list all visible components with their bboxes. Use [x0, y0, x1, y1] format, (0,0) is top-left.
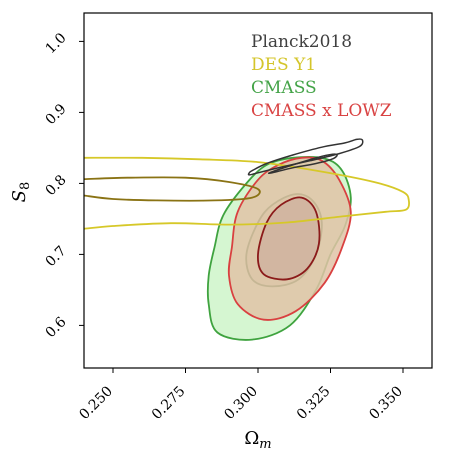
series-cmass-x-lowz [227, 156, 352, 321]
legend-entry: Planck2018 [251, 32, 352, 52]
x-tick-label: 0.250 [76, 383, 116, 423]
y-axis: 0.6 0.7 0.8 0.9 1.0 [43, 30, 84, 341]
des-y1-contour-outer [84, 156, 411, 230]
x-tick-label: 0.300 [221, 383, 261, 423]
series-planck2018 [247, 138, 364, 176]
y-tick-label: 0.8 [43, 172, 70, 199]
x-tick-label: 0.275 [149, 383, 189, 423]
legend-entry: DES Y1 [251, 55, 316, 75]
contour-layer [84, 138, 411, 341]
y-tick-label: 0.7 [43, 243, 70, 270]
legend-entry: CMASS [251, 78, 317, 98]
legend: Planck2018 DES Y1 CMASS CMASS x LOWZ [251, 32, 392, 121]
x-tick-label: 0.325 [294, 383, 334, 423]
series-des-y1 [84, 156, 411, 230]
y-axis-label: S8 [9, 182, 33, 203]
y-tick-label: 0.6 [43, 314, 70, 341]
cmass-x-lowz-contour-inner [257, 196, 321, 281]
legend-entry: CMASS x LOWZ [251, 101, 392, 121]
x-axis-label: Ωm [244, 428, 271, 452]
planck2018-contour-outer [247, 138, 364, 176]
y-tick-label: 1.0 [43, 30, 70, 57]
des-y1-contour-inner [84, 176, 261, 202]
planck2018-contour-inner [267, 153, 338, 175]
x-tick-label: 0.350 [366, 383, 406, 423]
y-tick-label: 0.9 [43, 101, 70, 128]
x-axis: 0.250 0.275 0.300 0.325 0.350 [76, 368, 406, 423]
